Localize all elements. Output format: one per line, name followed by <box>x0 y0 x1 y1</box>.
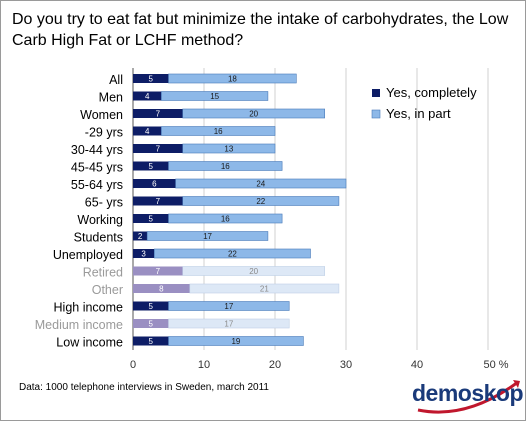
data-label: 3 <box>141 250 146 259</box>
category-label: Men <box>99 91 123 105</box>
data-label: 5 <box>149 75 154 84</box>
bar-segment <box>168 161 283 171</box>
data-label: 22 <box>256 197 265 206</box>
bar-segment <box>133 196 183 206</box>
bar-segment <box>133 91 162 101</box>
data-label: 17 <box>224 320 233 329</box>
bar-segment <box>133 179 176 188</box>
data-label: 7 <box>156 267 161 276</box>
data-label: 20 <box>249 110 258 119</box>
data-label: 8 <box>159 285 164 294</box>
source-note: Data: 1000 telephone interviews in Swede… <box>19 382 269 393</box>
bar-segment <box>182 143 276 154</box>
category-label: Unemployed <box>53 248 123 262</box>
bar-segment <box>182 266 325 276</box>
category-label: 65- yrs <box>85 196 123 210</box>
data-label: 18 <box>228 75 237 84</box>
bar-segment <box>168 336 304 346</box>
data-label: 13 <box>224 145 233 154</box>
legend-swatch <box>371 109 381 119</box>
x-tick-label: 0 <box>130 359 136 371</box>
data-label: 16 <box>214 127 223 136</box>
bar-segment <box>133 161 169 171</box>
legend-label: Yes, in part <box>386 106 451 121</box>
category-label: Low income <box>56 336 123 350</box>
data-label: 17 <box>203 232 212 241</box>
x-tick-label: 50 % <box>483 359 508 371</box>
bar-segment <box>133 266 183 276</box>
bar-segment <box>154 248 311 259</box>
data-label: 24 <box>256 180 265 189</box>
data-label: 7 <box>156 110 161 119</box>
data-label: 5 <box>149 215 154 224</box>
bar-segment <box>146 231 269 241</box>
bar-segment <box>182 108 325 119</box>
bar-segment <box>168 213 283 224</box>
bar-segment <box>133 144 183 153</box>
category-label: Retired <box>83 266 123 280</box>
bar-segment <box>133 284 190 293</box>
bar-segment <box>133 126 162 136</box>
data-label: 4 <box>145 127 150 136</box>
bar-segment <box>133 301 169 311</box>
bar-segment <box>168 73 297 84</box>
data-label: 7 <box>156 145 161 154</box>
bar-segment <box>168 301 290 311</box>
category-label: All <box>109 73 123 87</box>
bar-segment <box>182 196 340 206</box>
bar-segment <box>133 231 148 241</box>
data-label: 22 <box>228 250 237 259</box>
category-label: Working <box>77 213 123 227</box>
category-label: Women <box>80 108 123 122</box>
data-label: 5 <box>149 337 154 346</box>
bar-segment <box>189 283 340 294</box>
bar-segment <box>161 126 276 136</box>
data-label: 5 <box>149 320 154 329</box>
x-tick-label: 30 <box>340 359 352 371</box>
category-label: 30-44 yrs <box>71 143 123 157</box>
data-label: 6 <box>152 180 157 189</box>
category-label: -29 yrs <box>85 126 123 140</box>
bar-segment <box>161 91 269 101</box>
category-label: 55-64 yrs <box>71 178 123 192</box>
data-label: 5 <box>149 302 154 311</box>
chart-title: Do you try to eat fat but minimize the i… <box>12 11 509 49</box>
bar-segment <box>133 74 169 83</box>
data-label: 7 <box>156 197 161 206</box>
bar-segment <box>133 249 155 258</box>
data-label: 4 <box>145 92 150 101</box>
x-tick-label: 10 <box>198 359 210 371</box>
category-label: Students <box>74 231 123 245</box>
bar-segment <box>133 319 169 328</box>
x-tick-label: 40 <box>411 359 423 371</box>
data-label: 19 <box>231 337 240 346</box>
category-label: 45-45 yrs <box>71 161 123 175</box>
demoskop-logo: demoskop <box>412 376 524 416</box>
logo-swoosh-icon <box>417 380 520 414</box>
data-label: 5 <box>149 162 154 171</box>
x-tick-label: 20 <box>269 359 281 371</box>
data-label: 15 <box>210 92 219 101</box>
bar-segment <box>168 318 290 329</box>
data-label: 16 <box>221 162 230 171</box>
legend-label: Yes, completely <box>386 85 477 100</box>
category-label: Medium income <box>35 318 123 332</box>
data-label: 2 <box>138 232 143 241</box>
data-label: 16 <box>221 215 230 224</box>
data-label: 20 <box>249 267 258 276</box>
bar-segment <box>133 214 169 223</box>
category-label: Other <box>92 283 123 297</box>
bar-segment <box>133 336 169 346</box>
bar-segment <box>133 109 183 118</box>
data-label: 17 <box>224 302 233 311</box>
legend-swatch <box>372 89 380 97</box>
data-label: 21 <box>260 285 269 294</box>
bar-segment <box>175 178 347 189</box>
logo-text: demoskop <box>412 380 524 406</box>
category-label: High income <box>54 301 124 315</box>
